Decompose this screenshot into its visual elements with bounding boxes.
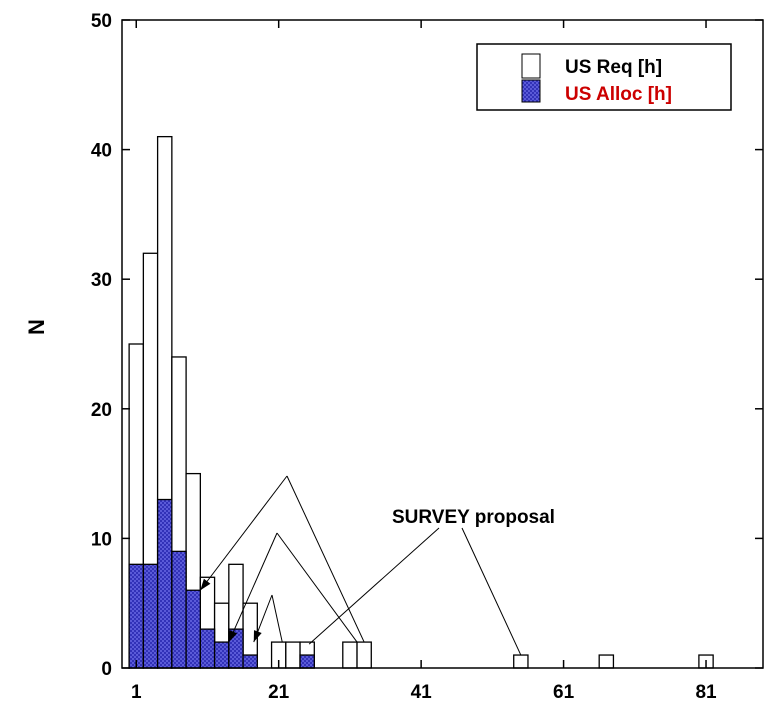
alloc-bar [156, 498, 173, 669]
x-tick-label: 41 [411, 682, 433, 703]
req-bar [513, 654, 529, 669]
y-tick-label: 0 [101, 659, 112, 680]
annotation-survey-proposal: SURVEY proposal [392, 507, 555, 528]
annotation-line [286, 475, 365, 643]
y-tick-label: 20 [91, 400, 112, 421]
alloc-bar [299, 654, 315, 669]
arrow-head [200, 578, 211, 591]
x-tick-label: 81 [695, 682, 717, 703]
y-tick-label: 50 [91, 11, 112, 32]
y-tick-label: 10 [91, 529, 112, 550]
alloc-bar [128, 563, 145, 669]
plot-frame [121, 19, 764, 669]
req-bar [342, 641, 358, 669]
req-bar [285, 641, 301, 669]
annotation-arrow [228, 532, 278, 643]
req-bar [356, 641, 372, 669]
annotation-line [271, 594, 283, 643]
annotation-line [461, 527, 522, 656]
alloc-bar [185, 589, 201, 669]
legend-label-alloc: US Alloc [h] [565, 84, 672, 105]
legend-label-req: US Req [h] [565, 57, 662, 78]
req-bar [598, 654, 615, 669]
y-tick-label: 40 [91, 141, 112, 162]
legend-swatch-alloc [521, 79, 541, 103]
x-tick-label: 21 [268, 682, 290, 703]
legend: US Req [h] US Alloc [h] [476, 43, 732, 111]
legend-swatch-req [521, 53, 541, 79]
arrow-head [228, 630, 238, 643]
x-tick-label: 1 [131, 682, 142, 703]
alloc-bar [142, 563, 159, 669]
alloc-bar [199, 628, 216, 669]
y-tick-label: 30 [91, 270, 112, 291]
annotation-line [276, 532, 358, 643]
legend-box [476, 43, 732, 111]
annotation-line [308, 527, 440, 645]
y-axis-label: N [24, 319, 49, 335]
alloc-bar [242, 654, 258, 669]
annotation-arrow [199, 475, 288, 591]
x-tick-label: 61 [553, 682, 575, 703]
arrow-head [253, 630, 262, 643]
alloc-bar [171, 550, 187, 669]
alloc-bar [213, 641, 230, 669]
